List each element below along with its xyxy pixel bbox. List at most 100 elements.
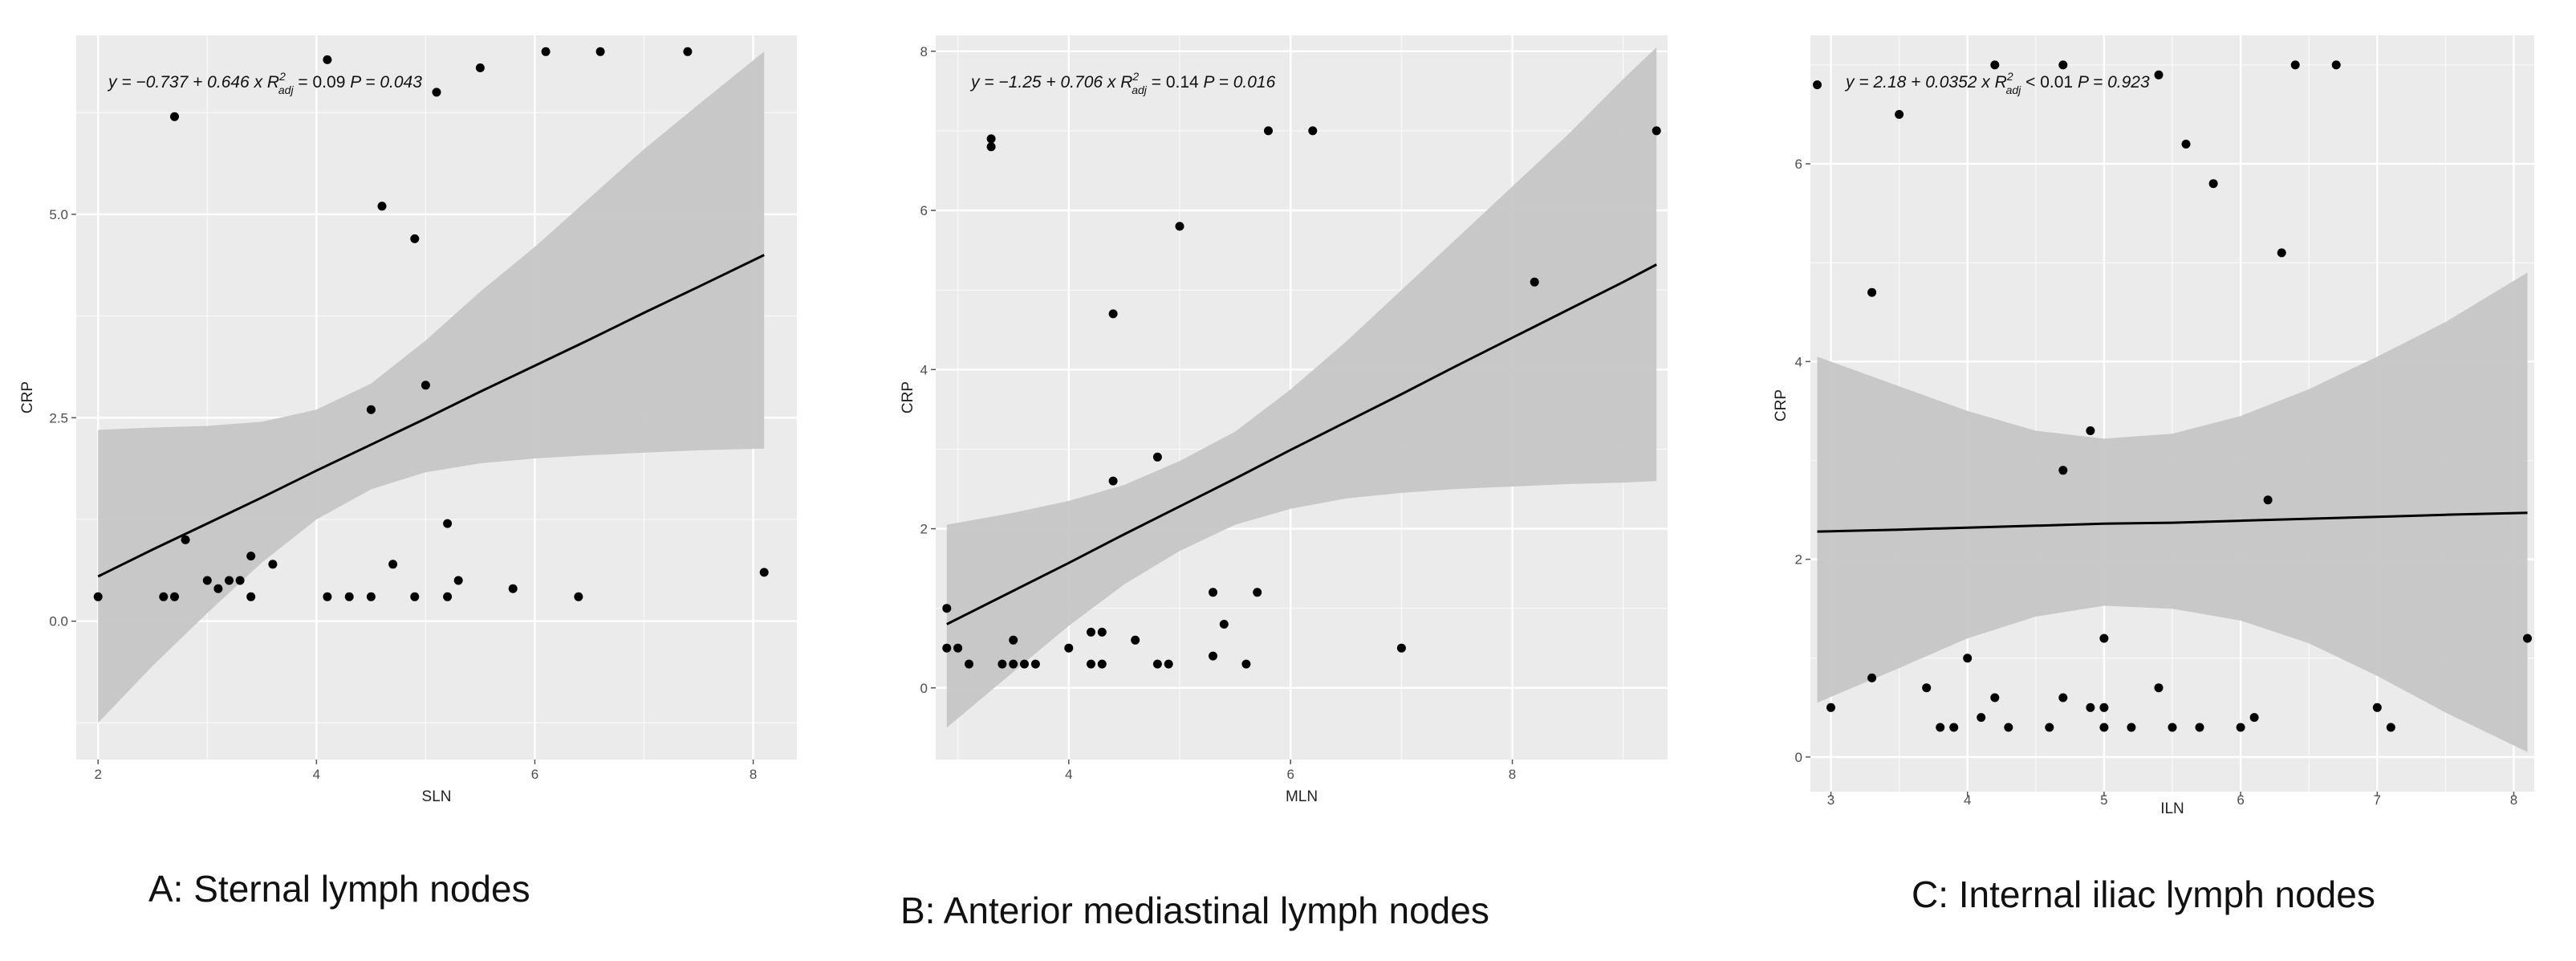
- data-point: [508, 584, 518, 593]
- data-point: [942, 604, 952, 613]
- data-point: [2523, 633, 2532, 643]
- data-point: [323, 55, 332, 64]
- caption-c: C: Internal iliac lymph nodes: [1912, 873, 2375, 915]
- data-point: [366, 592, 376, 601]
- data-points-a: [93, 47, 769, 601]
- equation-part: 2: [278, 70, 286, 83]
- data-point: [246, 552, 256, 561]
- data-point: [443, 519, 453, 528]
- caption-b: B: Anterior mediastinal lymph nodes: [900, 890, 1489, 931]
- data-point: [181, 535, 190, 544]
- caption-a: A: Sternal lymph nodes: [148, 868, 530, 910]
- confidence-band-a: [98, 51, 765, 723]
- equation-part: = 0.14: [1147, 73, 1204, 92]
- data-point: [1097, 659, 1107, 669]
- data-point: [366, 405, 376, 414]
- data-point: [1308, 126, 1318, 136]
- equation-part: = 0.09: [294, 73, 351, 92]
- data-point: [235, 576, 245, 585]
- data-point: [1219, 620, 1229, 629]
- data-point: [1097, 627, 1107, 637]
- data-point: [1009, 659, 1018, 669]
- data-point: [1922, 683, 1932, 693]
- data-point: [1652, 126, 1661, 136]
- y-tick-label: 2.5: [49, 410, 68, 426]
- data-point: [1949, 723, 1959, 732]
- data-point: [2236, 723, 2245, 732]
- data-point: [1867, 673, 1877, 682]
- x-tick-label: 6: [531, 767, 538, 782]
- data-point: [2127, 723, 2136, 732]
- y-tick-label: 6: [920, 203, 928, 218]
- data-point: [1990, 693, 2000, 702]
- y-tick-label: 8: [920, 44, 928, 59]
- regression-equation: y = −1.25 + 0.706 x R2 adj = 0.14 P = 0.0…: [969, 70, 1276, 96]
- data-point: [377, 202, 387, 211]
- data-point: [475, 63, 485, 72]
- data-point: [759, 568, 769, 577]
- y-tick-label: 4: [1795, 354, 1802, 369]
- data-point: [595, 47, 605, 56]
- data-point: [421, 381, 430, 390]
- data-point: [541, 47, 551, 56]
- x-tick-label: 2: [94, 767, 101, 782]
- regression-line-b: [946, 263, 1657, 625]
- x-tick-label: 4: [1065, 767, 1072, 782]
- data-point: [2277, 248, 2286, 258]
- data-point: [2290, 60, 2300, 70]
- data-point: [2058, 693, 2068, 702]
- equation-part: P = 0.016: [1204, 73, 1276, 92]
- data-point: [443, 592, 453, 601]
- y-tick-label: 0: [1795, 750, 1802, 765]
- confidence-band-c: [1817, 272, 2528, 752]
- equation-part: R: [267, 73, 279, 92]
- data-point: [1977, 713, 1986, 723]
- data-point: [170, 112, 179, 121]
- data-point: [997, 659, 1007, 669]
- confidence-band-b: [946, 47, 1657, 728]
- y-tick-label: 2: [1795, 552, 1802, 568]
- data-point: [1164, 659, 1173, 669]
- regression-equation: y = 2.18 + 0.0352 x R2 adj < 0.01 P = 0.9…: [1844, 70, 2150, 96]
- y-axis-label: CRP: [900, 381, 916, 413]
- data-point: [2099, 633, 2109, 643]
- data-point: [574, 592, 583, 601]
- regression-line-a: [97, 254, 765, 578]
- data-point: [2099, 702, 2109, 712]
- data-point: [213, 584, 223, 593]
- data-point: [1895, 110, 1904, 119]
- data-point: [2263, 495, 2273, 505]
- data-point: [2086, 426, 2095, 435]
- x-tick-label: 4: [313, 767, 320, 782]
- x-tick-label: 3: [1827, 792, 1834, 808]
- equation-part: 2: [1132, 70, 1139, 83]
- data-point: [1064, 643, 1074, 653]
- data-point: [159, 592, 169, 601]
- data-point: [1131, 635, 1140, 645]
- data-point: [1963, 654, 1973, 663]
- data-points-b: [942, 126, 1661, 669]
- data-point: [965, 659, 973, 669]
- y-tick-label: 4: [920, 362, 928, 377]
- data-point: [2099, 723, 2109, 732]
- y-axis-label: CRP: [19, 381, 36, 413]
- data-point: [432, 88, 441, 97]
- data-point: [410, 234, 420, 243]
- data-point: [2154, 683, 2164, 693]
- data-point: [2331, 60, 2341, 70]
- data-point: [2086, 702, 2095, 712]
- equation-part: P = 0.923: [2078, 73, 2150, 92]
- data-point: [388, 560, 398, 569]
- data-point: [1241, 659, 1251, 669]
- data-point: [1108, 476, 1118, 486]
- equation-part: y = 2.18 + 0.0352 x: [1844, 73, 1995, 92]
- y-tick-label: 0: [920, 681, 928, 696]
- data-point: [2195, 723, 2204, 732]
- data-point: [1826, 702, 1835, 712]
- data-point: [1936, 723, 1945, 732]
- equation-part: y = −0.737 + 0.646 x: [107, 73, 267, 92]
- equation-part: P = 0.043: [350, 73, 422, 92]
- data-point: [2208, 179, 2218, 189]
